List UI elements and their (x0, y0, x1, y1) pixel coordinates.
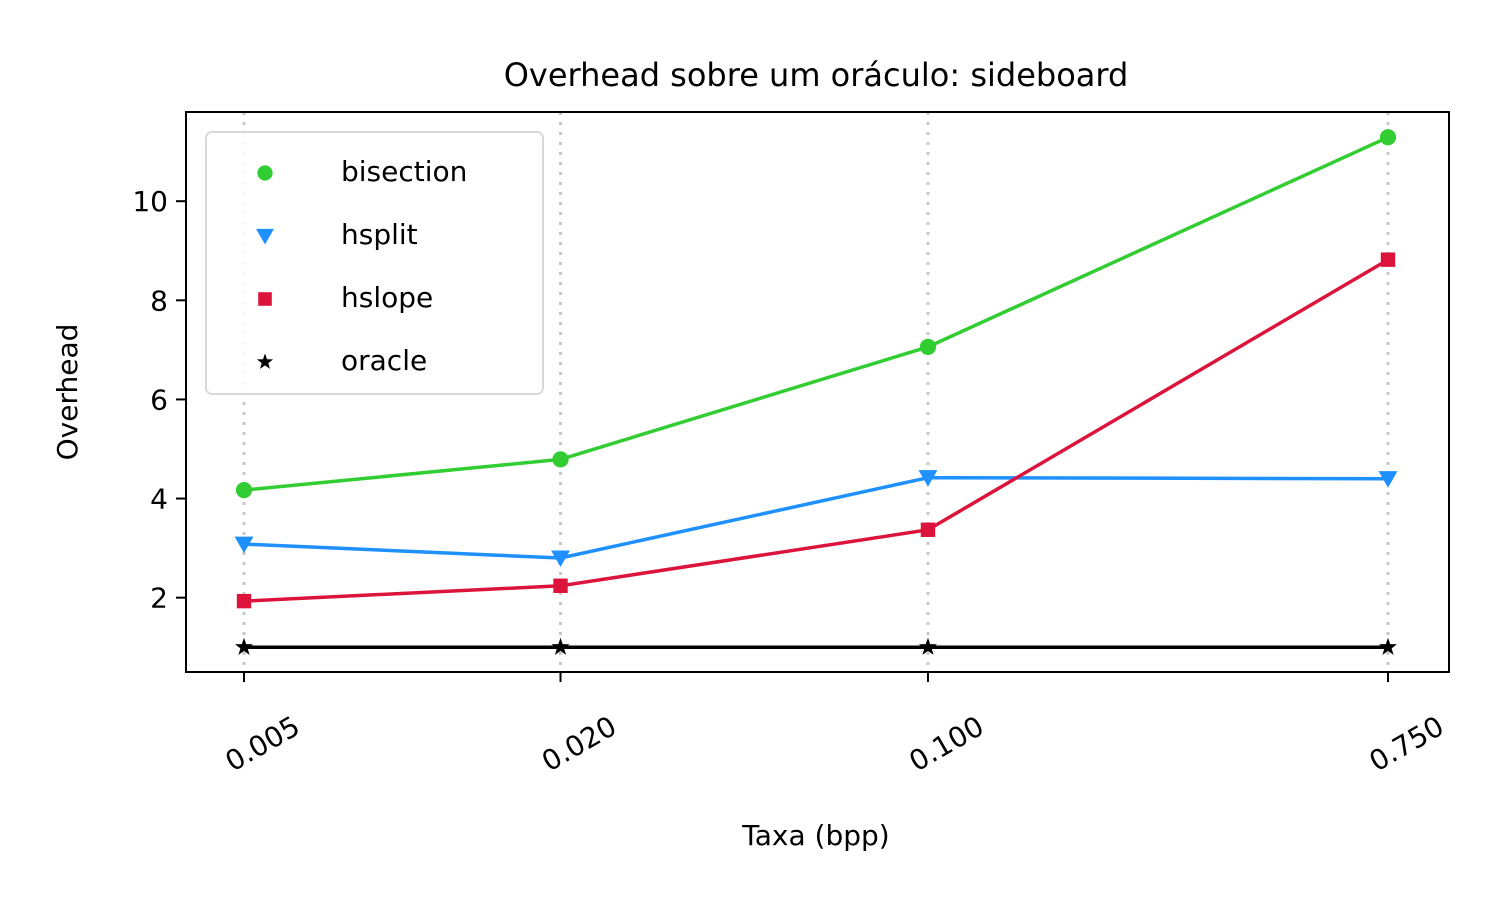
series-line-bisection (243, 135, 1389, 492)
legend: bisection hsplit hslope oracle (205, 131, 544, 395)
point-bisection-0.750 (1379, 129, 1397, 146)
y-tick-label-6: 6 (150, 383, 168, 416)
legend-marker-oracle (256, 353, 274, 369)
point-hsplit-0.750 (1378, 471, 1398, 488)
point-bisection-0.005 (235, 482, 253, 499)
legend-item-hsplit: hsplit (256, 218, 418, 251)
plot-frame (185, 111, 1450, 673)
legend-marker-hsplit (256, 228, 274, 245)
y-tick-label-2: 2 (150, 582, 168, 615)
y-axis-label: Overhead (51, 324, 84, 461)
legend-marker-hslope (258, 292, 272, 306)
chart-title: Overhead sobre um oráculo: sideboard (504, 56, 1129, 94)
point-hslope-0.020 (553, 578, 568, 593)
point-hsplit-0.100 (918, 470, 938, 487)
point-oracle-0.005 (235, 637, 253, 655)
series-line-hsplit (243, 475, 1389, 560)
y-axis: 2 4 6 8 10 (132, 185, 186, 615)
series-line-hslope (243, 258, 1389, 603)
point-hslope-0.100 (920, 522, 936, 537)
y-tick-label-10: 10 (132, 185, 168, 218)
legend-marker-bisection (257, 165, 273, 181)
legend-label-hslope: hslope (341, 281, 433, 314)
point-bisection-0.020 (552, 451, 569, 468)
series-hsplit (234, 470, 1398, 567)
series-group (234, 129, 1398, 655)
point-oracle-0.020 (551, 637, 570, 655)
x-axis-label: Taxa (bpp) (741, 819, 889, 852)
legend-label-oracle: oracle (341, 344, 427, 377)
legend-label-hsplit: hsplit (341, 218, 418, 251)
y-tick-label-8: 8 (150, 284, 168, 317)
point-bisection-0.100 (919, 338, 937, 356)
point-hsplit-0.020 (551, 550, 570, 567)
series-hslope (236, 252, 1396, 609)
series-oracle (235, 637, 1397, 655)
point-hslope-0.750 (1380, 252, 1396, 267)
point-oracle-0.100 (918, 637, 937, 655)
legend-item-oracle: oracle (256, 344, 427, 377)
point-hslope-0.005 (236, 593, 252, 609)
series-bisection (235, 129, 1397, 499)
point-oracle-0.750 (1379, 637, 1397, 655)
point-hsplit-0.005 (234, 536, 254, 554)
legend-label-bisection: bisection (341, 155, 467, 188)
legend-item-bisection: bisection (257, 155, 467, 188)
legend-item-hslope: hslope (258, 281, 433, 314)
y-tick-label-4: 4 (150, 483, 168, 516)
legend-box (205, 131, 544, 395)
